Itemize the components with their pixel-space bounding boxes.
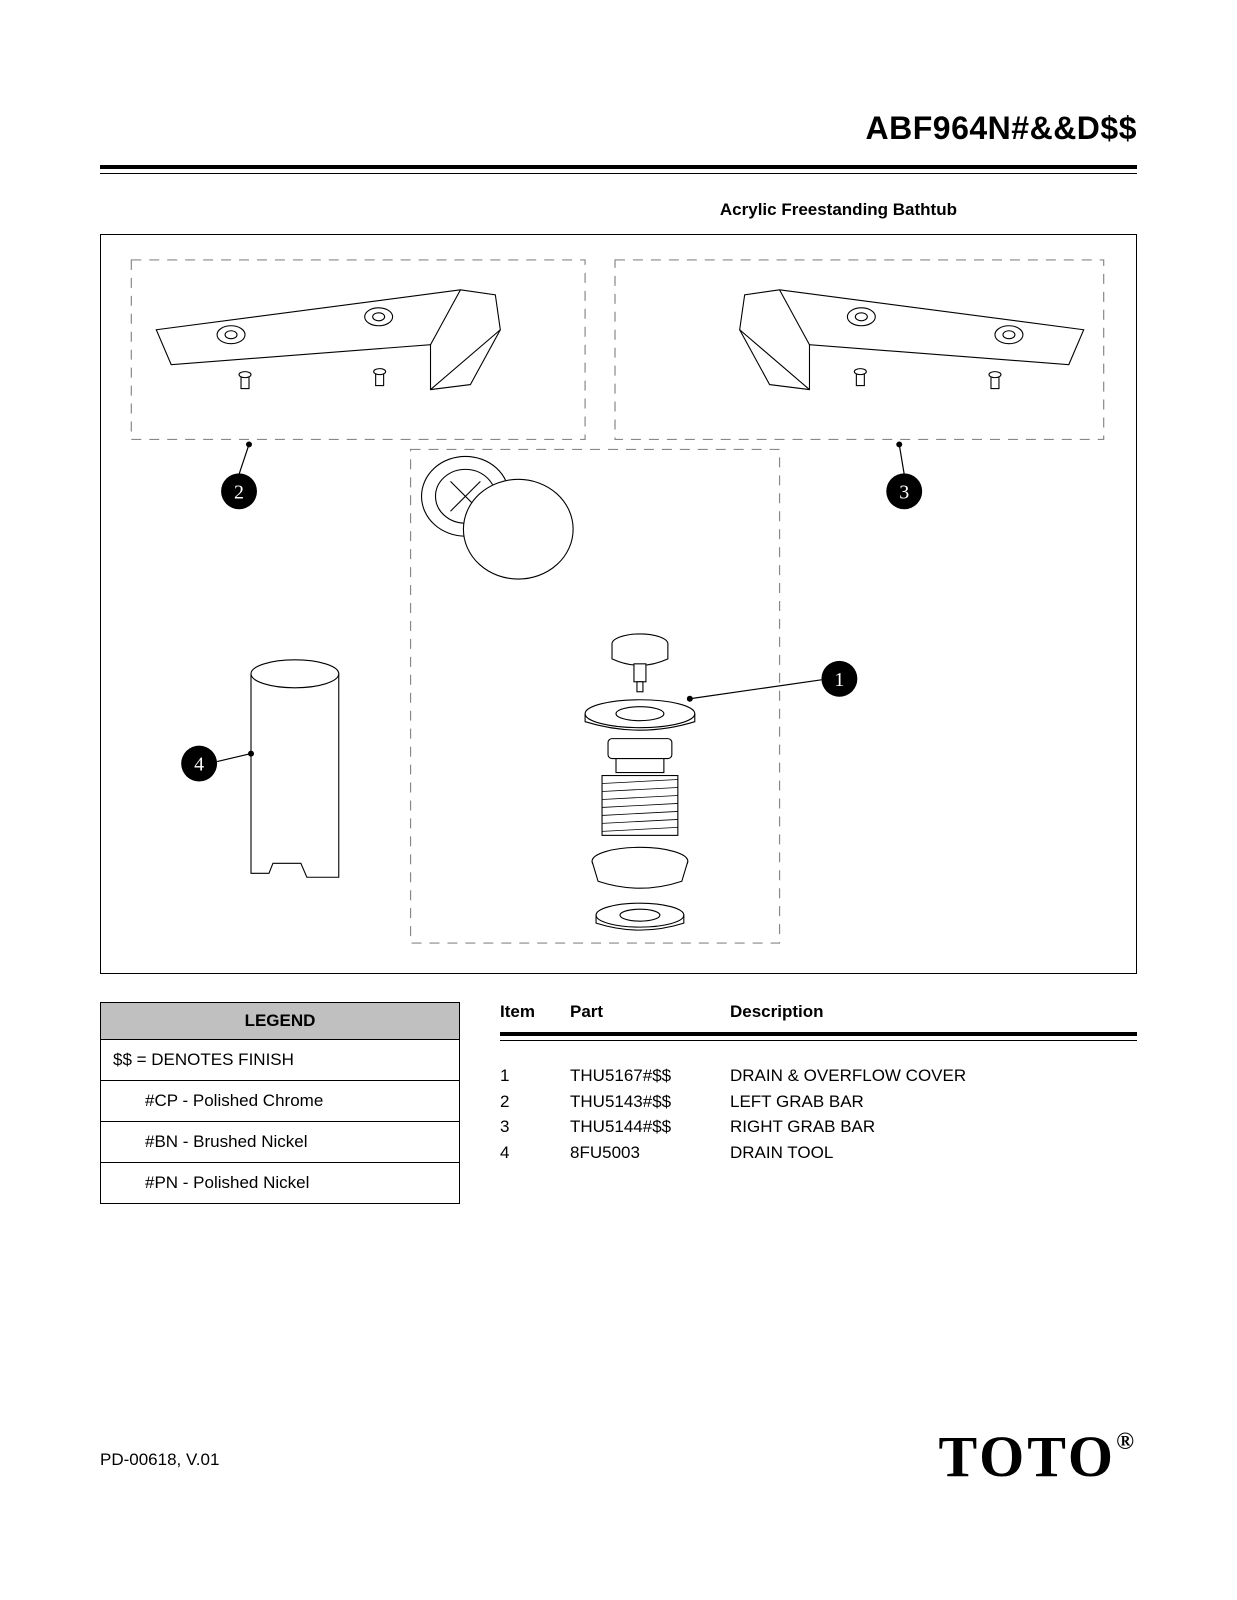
- legend-row: $$ = DENOTES FINISH: [101, 1040, 459, 1081]
- parts-row: 1THU5167#$$DRAIN & OVERFLOW COVER: [500, 1063, 1137, 1089]
- cell-desc: DRAIN & OVERFLOW COVER: [730, 1063, 1137, 1089]
- legend-row: #BN - Brushed Nickel: [101, 1122, 459, 1163]
- rule-thin: [100, 173, 1137, 174]
- brand-name: TOTO: [939, 1424, 1117, 1489]
- parts-row: 3THU5144#$$RIGHT GRAB BAR: [500, 1114, 1137, 1140]
- cell-part: THU5143#$$: [570, 1089, 730, 1115]
- parts-row: 2THU5143#$$LEFT GRAB BAR: [500, 1089, 1137, 1115]
- callout-number: 1: [834, 669, 844, 691]
- parts-rule-thin: [500, 1040, 1137, 1041]
- callout-number: 3: [899, 481, 909, 503]
- rule-thick: [100, 165, 1137, 169]
- legend-row: #PN - Polished Nickel: [101, 1163, 459, 1203]
- cell-part: THU5167#$$: [570, 1063, 730, 1089]
- col-desc-header: Description: [730, 1002, 1137, 1022]
- parts-header: Item Part Description: [500, 1002, 1137, 1032]
- cell-part: 8FU5003: [570, 1140, 730, 1166]
- lower-section: LEGEND $$ = DENOTES FINISH#CP - Polished…: [100, 1002, 1137, 1204]
- callout-number: 4: [194, 754, 204, 776]
- col-item-header: Item: [500, 1002, 570, 1022]
- parts-row: 48FU5003DRAIN TOOL: [500, 1140, 1137, 1166]
- cell-item: 3: [500, 1114, 570, 1140]
- callout-number: 2: [234, 481, 244, 503]
- product-subtitle: Acrylic Freestanding Bathtub: [100, 200, 1137, 220]
- page: ABF964N#&&D$$ Acrylic Freestanding Batht…: [0, 0, 1237, 1600]
- exploded-diagram: 2 3 1 4: [100, 234, 1137, 974]
- parts-rule-thick: [500, 1032, 1137, 1036]
- legend-row: #CP - Polished Chrome: [101, 1081, 459, 1122]
- diagram-svg: 2 3 1 4: [101, 235, 1136, 973]
- cell-item: 4: [500, 1140, 570, 1166]
- col-part-header: Part: [570, 1002, 730, 1022]
- cell-desc: DRAIN TOOL: [730, 1140, 1137, 1166]
- brand-mark: ®: [1116, 1429, 1137, 1455]
- legend-box: LEGEND $$ = DENOTES FINISH#CP - Polished…: [100, 1002, 460, 1204]
- brand-logo: TOTO®: [939, 1423, 1137, 1490]
- cell-item: 1: [500, 1063, 570, 1089]
- model-number: ABF964N#&&D$$: [100, 110, 1137, 147]
- cell-desc: RIGHT GRAB BAR: [730, 1114, 1137, 1140]
- doc-id: PD-00618, V.01: [100, 1450, 219, 1470]
- cell-part: THU5144#$$: [570, 1114, 730, 1140]
- legend-title: LEGEND: [101, 1003, 459, 1040]
- cell-item: 2: [500, 1089, 570, 1115]
- cell-desc: LEFT GRAB BAR: [730, 1089, 1137, 1115]
- parts-list: Item Part Description 1THU5167#$$DRAIN &…: [500, 1002, 1137, 1165]
